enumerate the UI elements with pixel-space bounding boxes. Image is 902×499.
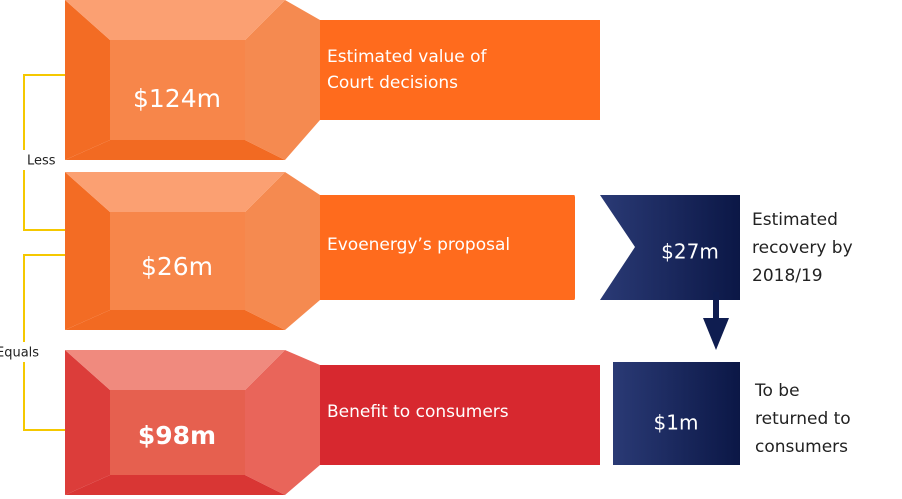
side-value: $1m xyxy=(654,411,699,435)
side-label: To be xyxy=(754,381,800,401)
box-side xyxy=(65,350,110,495)
box-top xyxy=(65,350,285,390)
connector: Equals xyxy=(0,346,39,361)
label-box xyxy=(320,20,600,120)
label-box xyxy=(320,365,600,465)
row-value: $26m xyxy=(141,252,213,281)
box-bottom xyxy=(65,310,285,330)
box-side xyxy=(65,172,110,330)
box-bottom xyxy=(65,475,285,495)
box-right xyxy=(245,172,320,330)
recovery-box xyxy=(600,195,740,300)
box-bottom xyxy=(65,140,285,160)
side-label: recovery by xyxy=(752,238,853,258)
side-label: returned to xyxy=(755,409,851,429)
returned-box xyxy=(613,362,740,465)
box-side xyxy=(65,0,110,160)
gap xyxy=(0,342,52,362)
connector: Less xyxy=(27,154,56,169)
row-value: $98m xyxy=(138,421,216,450)
row-label: Court decisions xyxy=(327,73,458,93)
box-right xyxy=(245,0,320,160)
box-top xyxy=(65,0,285,40)
box-front xyxy=(110,390,245,475)
row-label: Estimated value of xyxy=(327,47,488,67)
row-value: $124m xyxy=(133,84,221,113)
box-right xyxy=(245,350,320,495)
side-label: consumers xyxy=(755,437,848,457)
side-value: $27m xyxy=(661,240,719,264)
gap xyxy=(22,150,50,170)
arrow xyxy=(713,292,719,322)
label-box xyxy=(320,195,575,300)
box-front xyxy=(110,40,245,140)
side-label: 2018/19 xyxy=(752,266,823,286)
brackets xyxy=(23,74,65,431)
row-label: Evoenergy’s proposal xyxy=(327,235,510,255)
box-front xyxy=(110,212,245,310)
row-label: Benefit to consumers xyxy=(327,402,509,422)
chevron xyxy=(574,194,627,301)
box-top xyxy=(65,172,285,212)
arrow xyxy=(703,318,729,350)
side-label: Estimated xyxy=(752,210,838,230)
